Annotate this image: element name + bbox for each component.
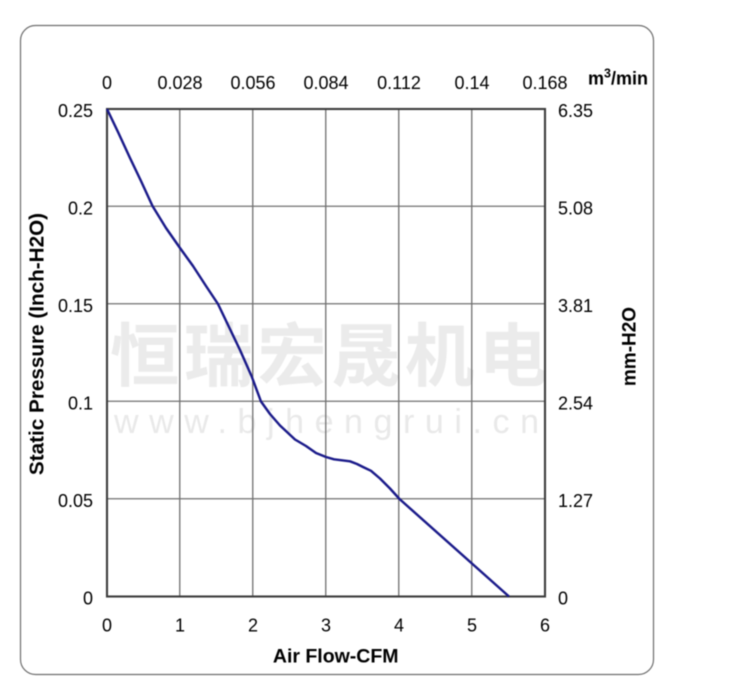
svg-text:1.27: 1.27 (558, 491, 593, 511)
svg-text:2: 2 (248, 616, 258, 636)
svg-text:0.084: 0.084 (303, 73, 348, 93)
svg-text:Air Flow-CFM: Air Flow-CFM (273, 646, 399, 668)
svg-text:6.35: 6.35 (558, 101, 593, 121)
svg-text:0: 0 (83, 589, 93, 609)
svg-text:5.08: 5.08 (558, 199, 593, 219)
svg-text:0: 0 (558, 589, 568, 609)
svg-text:5: 5 (467, 616, 477, 636)
svg-text:0.05: 0.05 (58, 491, 93, 511)
svg-text:0.168: 0.168 (522, 73, 567, 93)
svg-text:0.056: 0.056 (230, 73, 275, 93)
svg-text:2.54: 2.54 (558, 394, 593, 414)
svg-text:m3/min: m3/min (588, 67, 648, 89)
svg-text:0.1: 0.1 (68, 394, 93, 414)
svg-text:0.028: 0.028 (157, 73, 202, 93)
svg-text:0.15: 0.15 (58, 296, 93, 316)
svg-text:mm-H2O: mm-H2O (620, 307, 641, 386)
svg-text:4: 4 (394, 616, 404, 636)
svg-text:0: 0 (102, 616, 112, 636)
svg-text:3.81: 3.81 (558, 296, 593, 316)
svg-text:Static Pressure (Inch-H2O): Static Pressure (Inch-H2O) (26, 213, 49, 475)
svg-text:0.2: 0.2 (68, 199, 93, 219)
svg-text:3: 3 (321, 616, 331, 636)
svg-text:0.25: 0.25 (58, 101, 93, 121)
svg-text:0.112: 0.112 (377, 73, 421, 93)
svg-text:1: 1 (175, 616, 185, 636)
svg-text:0.14: 0.14 (454, 73, 489, 93)
svg-text:0: 0 (102, 73, 112, 93)
svg-text:6: 6 (540, 616, 550, 636)
